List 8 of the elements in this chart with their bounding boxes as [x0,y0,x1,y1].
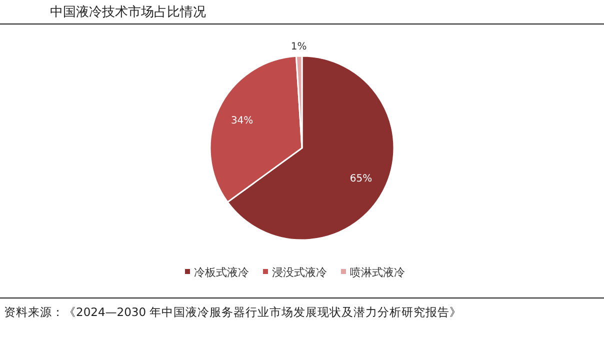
data-label: 1% [290,42,307,53]
legend-label: 喷淋式液冷 [350,266,405,279]
data-label: 34% [230,115,254,126]
legend-label: 浸没式液冷 [272,266,327,279]
data-label: 65% [350,174,372,185]
chart-title: 中国液冷技术市场占比情况 [50,5,206,20]
legend-label: 冷板式液冷 [194,266,249,279]
text: 资料来源：《2024—2030 年中国液冷服务器行业市场发展现状及潜力分析研究报告》 [4,305,462,319]
